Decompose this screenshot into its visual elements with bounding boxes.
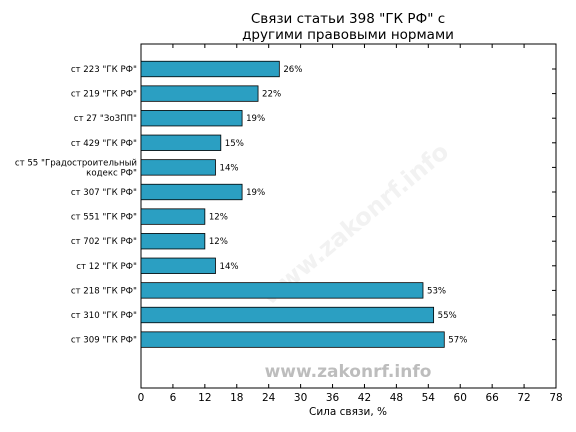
x-tick-label: 30 (294, 392, 307, 404)
plot-area: 0 6 12 18 24 30 36 42 48 54 60 66 72 78 26% ст 223 "ГК … (15, 43, 563, 404)
bar-value-label: 19% (246, 188, 265, 198)
category-label: ст 307 "ГК РФ" (71, 188, 137, 198)
category-label: ст 429 "ГК РФ" (71, 139, 137, 149)
chart-title-line-2: другими правовыми нормами (242, 27, 454, 43)
category-label: кодекс РФ" (86, 168, 137, 178)
category-label: ст 55 "Градостроительный (15, 158, 137, 168)
category-label: ст 218 "ГК РФ" (71, 286, 137, 296)
bar-value-label: 12% (209, 213, 228, 223)
watermark: www.zakonrf.info (265, 362, 432, 382)
x-tick-label: 24 (262, 392, 276, 404)
bar-value-label: 14% (219, 163, 238, 173)
x-tick-label: 0 (138, 392, 145, 404)
bar (140, 183, 243, 201)
category-label: ст 551 "ГК РФ" (71, 213, 137, 223)
bar-value-label: 22% (262, 90, 281, 100)
x-tick-label: 18 (230, 392, 243, 404)
x-tick-label: 72 (517, 392, 530, 404)
x-tick-label: 78 (549, 392, 562, 404)
chart-title-line-1: Связи статьи 398 "ГК РФ" с (251, 11, 445, 27)
category-label: ст 223 "ГК РФ" (71, 65, 137, 75)
x-tick-label: 48 (390, 392, 403, 404)
category-label: ст 310 "ГК РФ" (71, 311, 137, 321)
bar (140, 331, 445, 348)
category-label: ст 309 "ГК РФ" (71, 336, 137, 346)
bar-value-label: 53% (427, 286, 446, 296)
x-tick-label: 54 (422, 392, 436, 404)
category-label: ст 12 "ГК РФ" (76, 262, 137, 272)
x-tick-label: 60 (454, 392, 467, 404)
bar (140, 159, 216, 176)
x-tick-label: 6 (170, 392, 177, 404)
bar-value-label: 55% (438, 311, 457, 321)
bar-value-label: 12% (209, 237, 228, 247)
bar (140, 134, 222, 151)
bar-value-label: 15% (225, 139, 244, 149)
x-tick-label: 66 (485, 392, 499, 404)
bar-value-label: 14% (219, 262, 238, 272)
category-label: ст 702 "ГК РФ" (71, 237, 137, 247)
x-axis-label: Сила связи, % (309, 406, 387, 418)
bar (140, 306, 435, 324)
category-label: ст 27 "ЗоЗПП" (74, 114, 137, 124)
x-tick-label: 12 (198, 392, 211, 404)
bar (140, 282, 424, 299)
bar (140, 60, 280, 78)
bar-value-label: 26% (283, 65, 302, 75)
bar (140, 257, 216, 274)
bar (140, 110, 243, 127)
x-tick-label: 42 (358, 392, 371, 404)
category-label: ст 219 "ГК РФ" (71, 90, 137, 100)
bar-value-label: 57% (448, 336, 467, 346)
bar-value-label: 19% (246, 114, 265, 124)
bar (140, 208, 206, 225)
bar (140, 85, 259, 102)
x-tick-label: 36 (326, 392, 340, 404)
bar (140, 233, 206, 250)
